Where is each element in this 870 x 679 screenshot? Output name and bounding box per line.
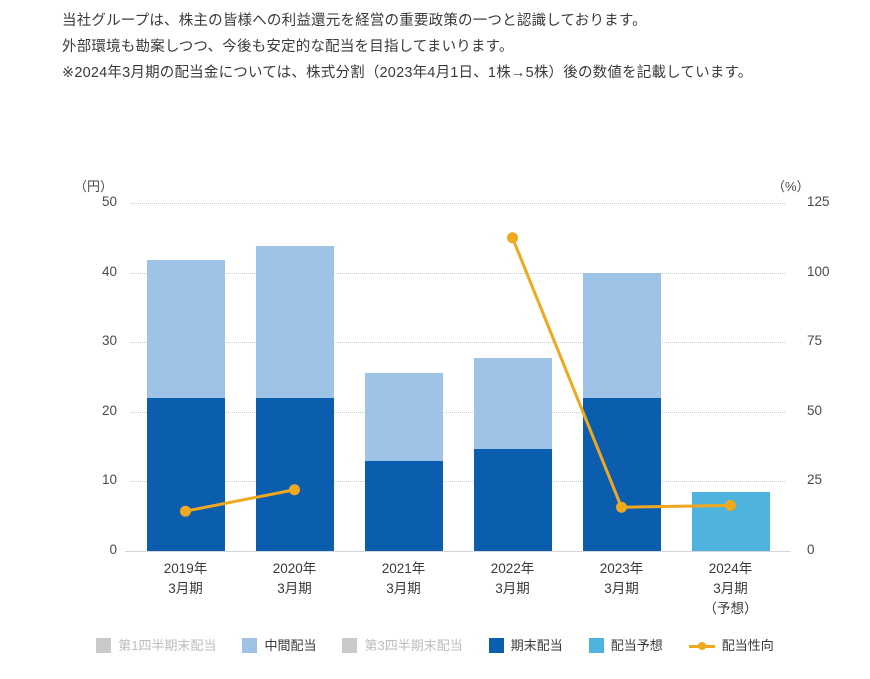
intro-line-3: ※2024年3月期の配当金については、株式分割（2023年4月1日、1株→5株）… bbox=[62, 65, 753, 81]
bar-segment bbox=[582, 272, 661, 398]
intro-paragraph: 当社グループは、株主の皆様への利益還元を経営の重要政策の一つと認識しております。… bbox=[62, 8, 852, 86]
bar-segment bbox=[255, 246, 334, 398]
x-axis-line bbox=[125, 551, 791, 552]
y-axis-unit-label: （円） bbox=[74, 179, 114, 194]
x-axis-tick-label-line: （予想） bbox=[703, 601, 758, 616]
intro-line-2: 外部環境も勘案しつつ、今後も安定的な配当を目指してまいります。 bbox=[62, 39, 514, 55]
legend-label: 中間配当 bbox=[264, 638, 317, 653]
legend-item[interactable]: 配当予想 bbox=[588, 638, 663, 653]
legend-line-marker-icon bbox=[688, 638, 715, 653]
bar-column bbox=[582, 203, 661, 551]
y-axis-tick-label: 40 bbox=[101, 263, 117, 279]
intro-line-1: 当社グループは、株主の皆様への利益還元を経営の重要政策の一つと認識しております。 bbox=[62, 13, 647, 29]
gridline bbox=[131, 411, 785, 413]
legend-label: 第1四半期末配当 bbox=[118, 638, 217, 653]
legend-label: 期末配当 bbox=[510, 638, 563, 653]
x-axis-tick-label: 2020年 3月期 bbox=[240, 559, 349, 599]
bar-segment bbox=[473, 357, 552, 449]
bar-column bbox=[691, 203, 770, 551]
y-axis-tick-label: 50 bbox=[101, 194, 117, 209]
gridline bbox=[131, 481, 785, 483]
secondary-y-axis-tick-label: 0 bbox=[807, 542, 815, 557]
secondary-y-axis-tick-label: 50 bbox=[807, 402, 823, 418]
bar-column bbox=[146, 203, 225, 551]
x-axis-tick-label-line: 2023年 bbox=[599, 561, 644, 576]
x-axis-tick-label-line: 3月期 bbox=[386, 581, 421, 596]
x-axis-tick-label: 2023年 3月期 bbox=[567, 559, 676, 599]
secondary-y-axis-tick-label: 125 bbox=[807, 194, 830, 209]
x-axis-tick-label-line: 2022年 bbox=[490, 561, 535, 576]
legend-item[interactable]: 配当性向 bbox=[688, 638, 774, 653]
x-axis-tick-label-line: 3月期 bbox=[604, 581, 639, 596]
bar-segment bbox=[255, 397, 334, 551]
bar-column bbox=[473, 203, 552, 551]
bar-column bbox=[255, 203, 334, 551]
dividend-chart: （円） （%） 0 10 20 30 40 50 0 25 50 75 100 125 2019年 3… bbox=[0, 150, 870, 679]
x-axis-tick-label: 2022年 3月期 bbox=[458, 559, 567, 599]
gridline bbox=[131, 203, 785, 204]
legend-item[interactable]: 第3四半期末配当 bbox=[342, 638, 463, 653]
y-axis-tick-label: 30 bbox=[101, 333, 117, 349]
x-axis-tick-label-line: 3月期 bbox=[168, 581, 203, 596]
x-axis-tick-label: 2021年 3月期 bbox=[349, 559, 458, 599]
chart-legend: 第1四半期末配当 中間配当 第3四半期末配当 期末配当 配当予想 配当性向 bbox=[0, 638, 870, 653]
legend-swatch-icon bbox=[342, 638, 358, 653]
legend-swatch-icon bbox=[588, 638, 604, 653]
bar-segment bbox=[582, 397, 661, 551]
x-axis-tick-label-line: 3月期 bbox=[495, 581, 530, 596]
secondary-y-axis-tick-label: 100 bbox=[807, 263, 830, 279]
plot-area: 0 10 20 30 40 50 0 25 50 75 100 125 2019年 3月期 2020年 3… bbox=[102, 194, 830, 616]
legend-label: 第3四半期末配当 bbox=[364, 638, 463, 653]
legend-swatch-icon bbox=[242, 638, 258, 653]
x-axis-tick-label-line: 3月期 bbox=[713, 581, 748, 596]
bar-segment bbox=[364, 460, 443, 551]
x-axis-tick-label-line: 2020年 bbox=[272, 561, 317, 576]
x-axis-tick-label-line: 2021年 bbox=[381, 561, 426, 576]
legend-item[interactable]: 期末配当 bbox=[488, 638, 563, 653]
x-axis-tick-label: 2024年 3月期 （予想） bbox=[676, 559, 785, 619]
payout-ratio-line-series bbox=[180, 232, 736, 517]
legend-label: 配当予想 bbox=[610, 638, 663, 653]
y-axis-tick-label: 20 bbox=[101, 402, 117, 418]
bar-segment bbox=[364, 372, 443, 461]
bar-segment bbox=[146, 397, 225, 551]
legend-label: 配当性向 bbox=[721, 638, 774, 653]
secondary-y-axis-unit-label: （%） bbox=[772, 179, 810, 194]
secondary-y-axis-tick-label: 25 bbox=[807, 472, 823, 488]
y-axis-tick-label: 10 bbox=[101, 472, 117, 488]
bar-segment bbox=[146, 260, 225, 398]
legend-swatch-icon bbox=[96, 638, 112, 653]
secondary-y-axis-tick-label: 75 bbox=[807, 333, 823, 349]
x-axis-tick-label: 2019年 3月期 bbox=[131, 559, 240, 599]
gridline bbox=[131, 342, 785, 344]
x-axis-tick-label-line: 3月期 bbox=[277, 581, 312, 596]
legend-swatch-icon bbox=[488, 638, 504, 653]
bar-column bbox=[364, 203, 443, 551]
x-axis-tick-label-line: 2019年 bbox=[163, 561, 208, 576]
legend-item[interactable]: 第1四半期末配当 bbox=[96, 638, 216, 653]
x-axis-tick-label-line: 2024年 bbox=[708, 561, 753, 576]
bar-segment bbox=[473, 448, 552, 551]
bar-segment bbox=[691, 491, 770, 551]
gridline bbox=[131, 272, 785, 274]
y-axis-tick-label: 0 bbox=[109, 542, 117, 557]
legend-item[interactable]: 中間配当 bbox=[242, 638, 316, 653]
